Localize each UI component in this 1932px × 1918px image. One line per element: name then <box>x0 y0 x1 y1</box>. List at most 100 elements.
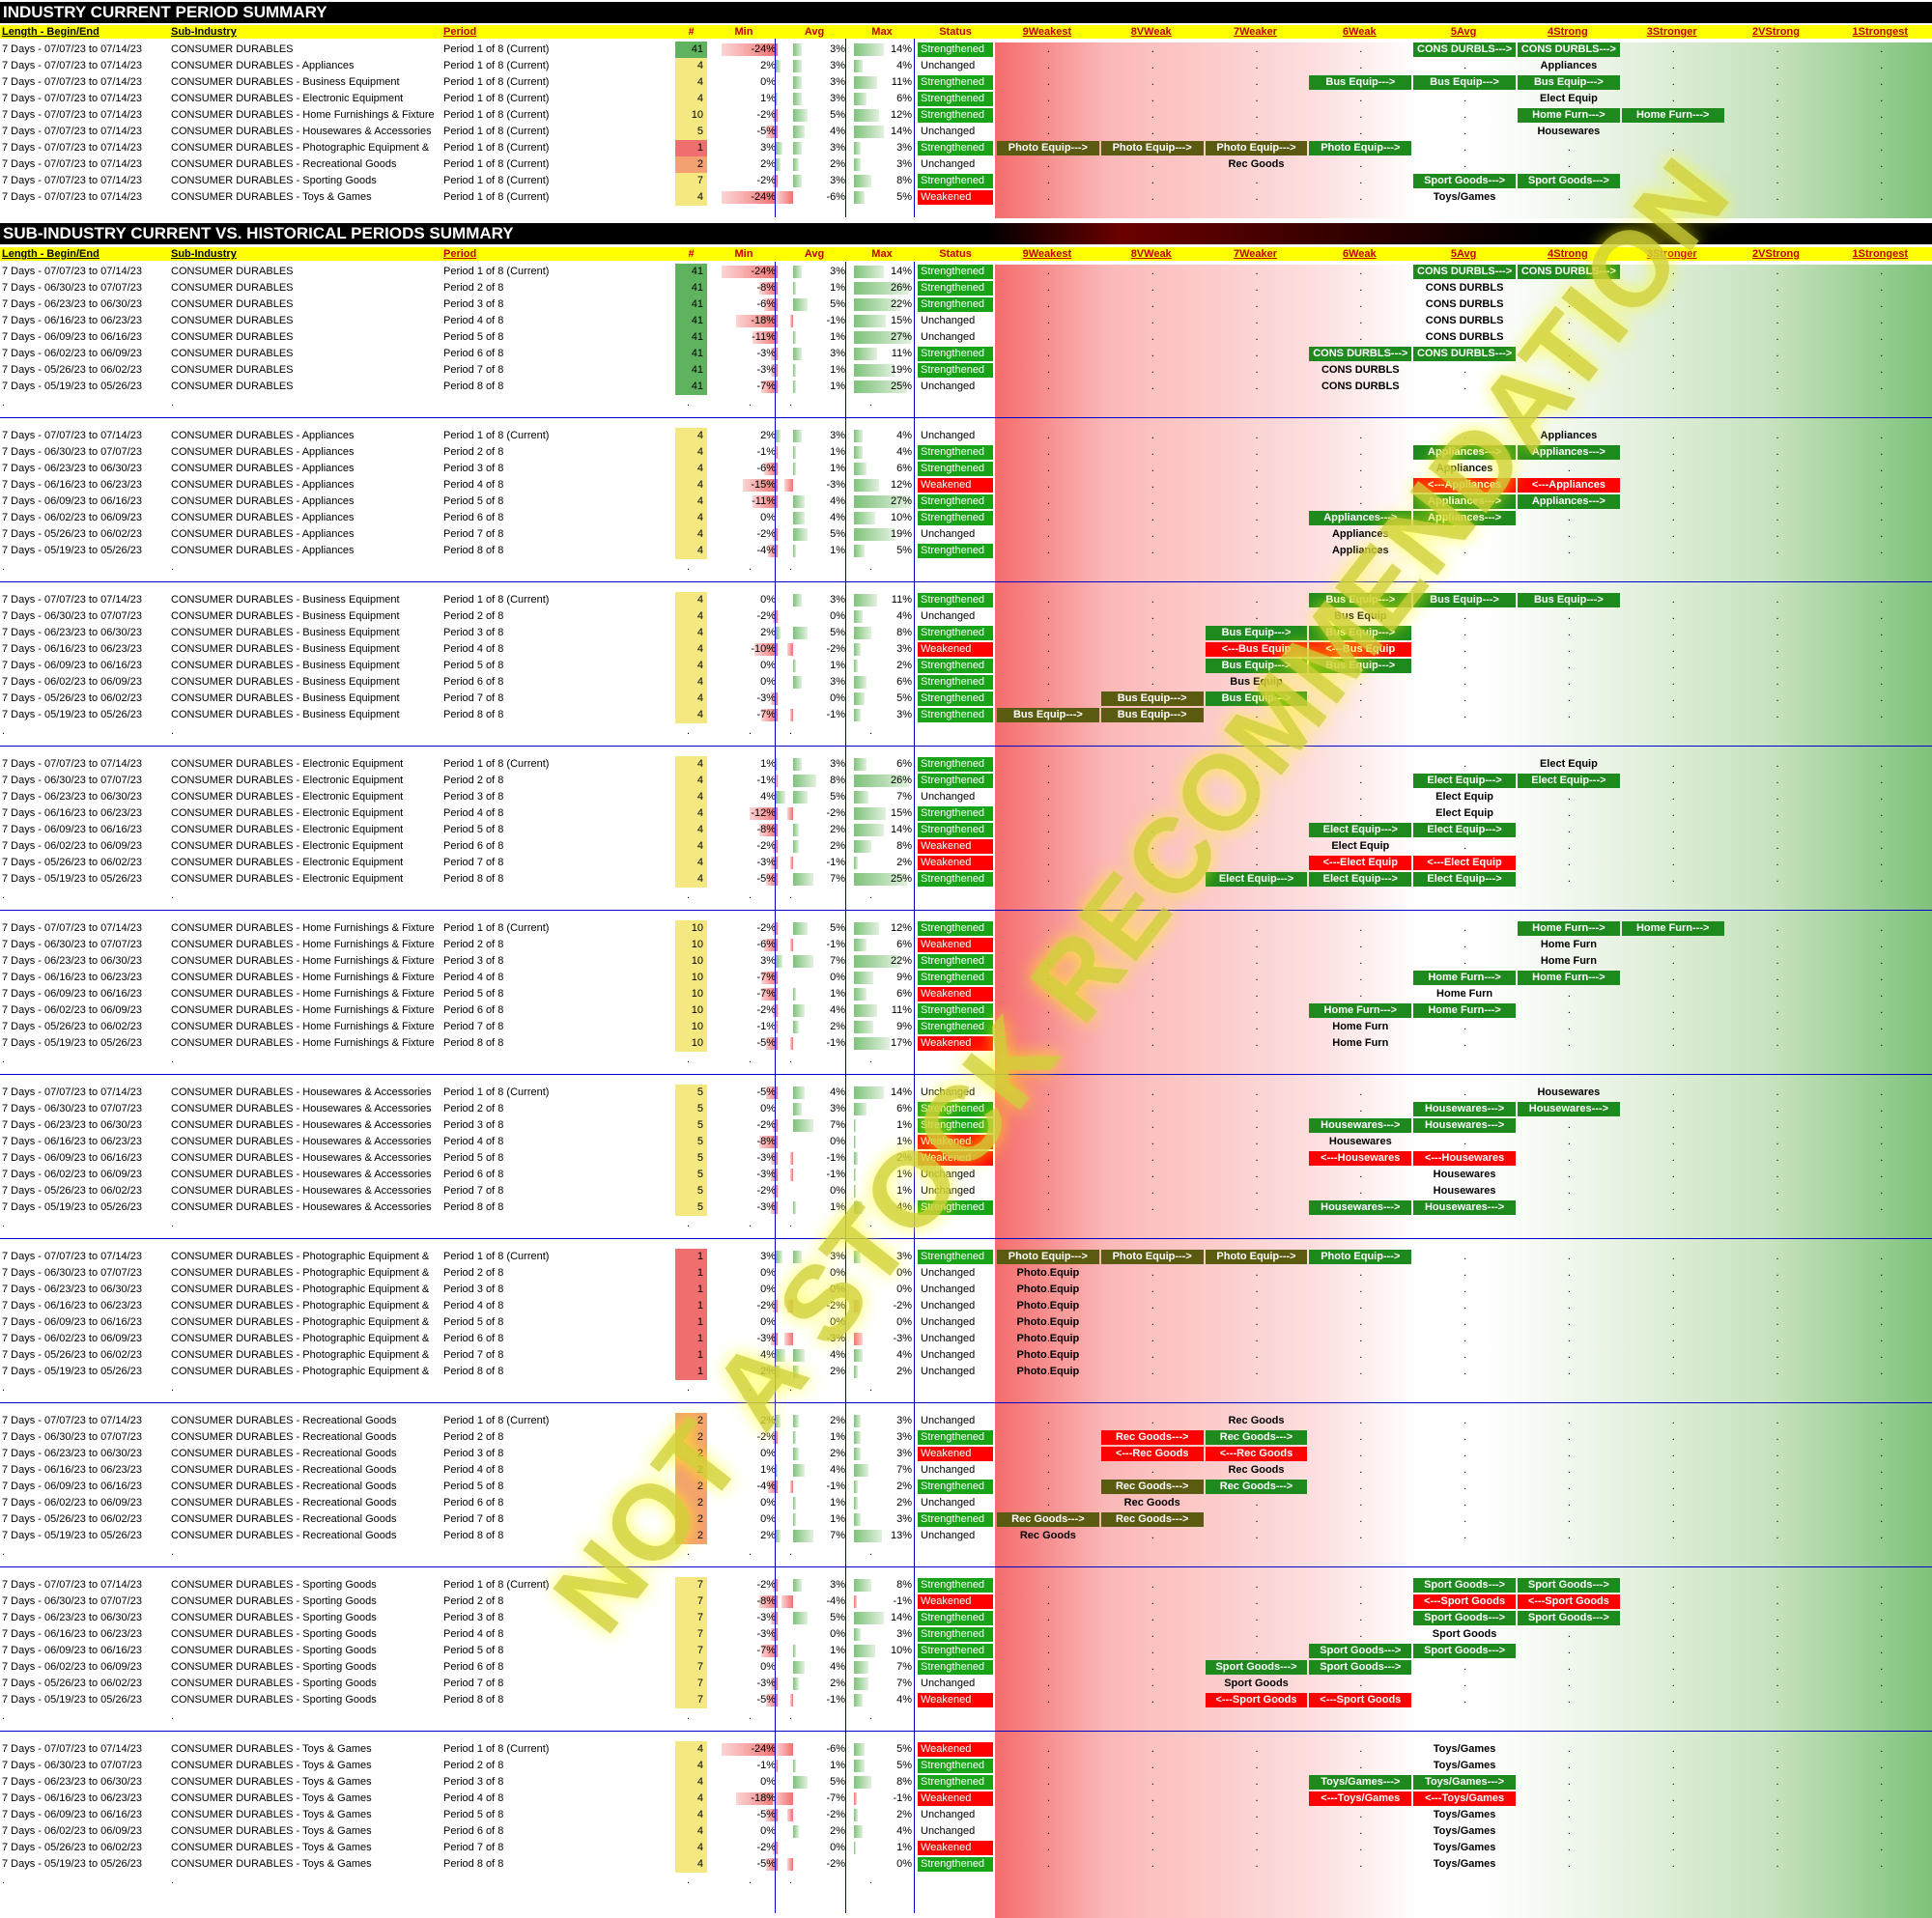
history-row[interactable]: 7 Days - 05/26/23 to 06/02/23 CONSUMER DU… <box>0 1676 1932 1692</box>
history-row[interactable]: 7 Days - 05/19/23 to 05/26/23 CONSUMER DU… <box>0 1199 1932 1216</box>
current-row[interactable]: 7 Days - 07/07/23 to 07/14/23 CONSUMER DU… <box>0 140 1932 156</box>
history-row[interactable]: 7 Days - 07/07/23 to 07/14/23 CONSUMER DU… <box>0 1577 1932 1594</box>
level-dot: . <box>1255 709 1259 720</box>
history-row[interactable]: 7 Days - 06/30/23 to 07/07/23 CONSUMER DU… <box>0 773 1932 789</box>
history-row[interactable]: 7 Days - 06/30/23 to 07/07/23 CONSUMER DU… <box>0 444 1932 461</box>
history-row[interactable]: 7 Days - 07/07/23 to 07/14/23 CONSUMER DU… <box>0 592 1932 608</box>
min-cell: -3% <box>756 1201 776 1213</box>
history-row[interactable]: 7 Days - 06/30/23 to 07/07/23 CONSUMER DU… <box>0 1101 1932 1117</box>
history-row[interactable]: 7 Days - 06/02/23 to 06/09/23 CONSUMER DU… <box>0 1002 1932 1019</box>
level-dot: . <box>1255 758 1259 770</box>
history-row[interactable]: 7 Days - 05/19/23 to 05/26/23 CONSUMER DU… <box>0 1692 1932 1708</box>
history-row[interactable]: 7 Days - 06/02/23 to 06/09/23 CONSUMER DU… <box>0 838 1932 855</box>
history-row[interactable]: 7 Days - 06/09/23 to 06/16/23 CONSUMER DU… <box>0 658 1932 674</box>
history-row[interactable]: 7 Days - 06/23/23 to 06/30/23 CONSUMER DU… <box>0 789 1932 805</box>
history-row[interactable]: 7 Days - 06/30/23 to 07/07/23 CONSUMER DU… <box>0 937 1932 953</box>
history-row[interactable]: 7 Days - 06/02/23 to 06/09/23 CONSUMER DU… <box>0 346 1932 362</box>
current-row[interactable]: 7 Days - 07/07/23 to 07/14/23 CONSUMER DU… <box>0 107 1932 124</box>
history-row[interactable]: 7 Days - 06/02/23 to 06/09/23 CONSUMER DU… <box>0 674 1932 691</box>
history-row[interactable]: 7 Days - 06/09/23 to 06/16/23 CONSUMER DU… <box>0 1314 1932 1331</box>
history-row[interactable]: 7 Days - 05/26/23 to 06/02/23 CONSUMER DU… <box>0 362 1932 379</box>
history-row[interactable]: 7 Days - 07/07/23 to 07/14/23 CONSUMER DU… <box>0 1741 1932 1758</box>
history-row[interactable]: 7 Days - 07/07/23 to 07/14/23 CONSUMER DU… <box>0 264 1932 280</box>
history-row[interactable]: 7 Days - 06/16/23 to 06/23/23 CONSUMER DU… <box>0 313 1932 329</box>
history-row[interactable]: 7 Days - 06/02/23 to 06/09/23 CONSUMER DU… <box>0 1331 1932 1347</box>
history-row[interactable]: 7 Days - 06/16/23 to 06/23/23 CONSUMER DU… <box>0 1791 1932 1807</box>
history-row[interactable]: 7 Days - 05/26/23 to 06/02/23 CONSUMER DU… <box>0 1840 1932 1856</box>
history-row[interactable]: 7 Days - 06/09/23 to 06/16/23 CONSUMER DU… <box>0 986 1932 1002</box>
history-row[interactable]: 7 Days - 06/23/23 to 06/30/23 CONSUMER DU… <box>0 461 1932 477</box>
history-row[interactable]: 7 Days - 05/26/23 to 06/02/23 CONSUMER DU… <box>0 526 1932 543</box>
history-row[interactable]: 7 Days - 06/30/23 to 07/07/23 CONSUMER DU… <box>0 1758 1932 1774</box>
history-row[interactable]: 7 Days - 06/09/23 to 06/16/23 CONSUMER DU… <box>0 1150 1932 1167</box>
history-row[interactable]: 7 Days - 05/26/23 to 06/02/23 CONSUMER DU… <box>0 1019 1932 1035</box>
current-row[interactable]: 7 Days - 07/07/23 to 07/14/23 CONSUMER DU… <box>0 124 1932 140</box>
sub-industry-cell: CONSUMER DURABLES - Electronic Equipment <box>171 873 404 885</box>
history-row[interactable]: 7 Days - 05/26/23 to 06/02/23 CONSUMER DU… <box>0 691 1932 707</box>
history-row[interactable]: 7 Days - 05/19/23 to 05/26/23 CONSUMER DU… <box>0 1528 1932 1544</box>
current-row[interactable]: 7 Days - 07/07/23 to 07/14/23 CONSUMER DU… <box>0 91 1932 107</box>
history-row[interactable]: 7 Days - 05/19/23 to 05/26/23 CONSUMER DU… <box>0 1856 1932 1873</box>
history-row[interactable]: 7 Days - 06/09/23 to 06/16/23 CONSUMER DU… <box>0 822 1932 838</box>
history-row[interactable]: 7 Days - 06/30/23 to 07/07/23 CONSUMER DU… <box>0 280 1932 296</box>
history-row[interactable]: 7 Days - 06/30/23 to 07/07/23 CONSUMER DU… <box>0 608 1932 625</box>
history-row[interactable]: 7 Days - 05/19/23 to 05/26/23 CONSUMER DU… <box>0 1364 1932 1380</box>
history-row[interactable]: 7 Days - 07/07/23 to 07/14/23 CONSUMER DU… <box>0 756 1932 773</box>
history-row[interactable]: 7 Days - 06/02/23 to 06/09/23 CONSUMER DU… <box>0 1495 1932 1511</box>
history-row[interactable]: 7 Days - 06/30/23 to 07/07/23 CONSUMER DU… <box>0 1594 1932 1610</box>
history-row[interactable]: 7 Days - 05/19/23 to 05/26/23 CONSUMER DU… <box>0 379 1932 395</box>
history-row[interactable]: 7 Days - 06/30/23 to 07/07/23 CONSUMER DU… <box>0 1265 1932 1282</box>
history-row[interactable]: 7 Days - 05/26/23 to 06/02/23 CONSUMER DU… <box>0 1511 1932 1528</box>
history-row[interactable]: 7 Days - 05/19/23 to 05/26/23 CONSUMER DU… <box>0 543 1932 559</box>
history-row[interactable]: 7 Days - 07/07/23 to 07/14/23 CONSUMER DU… <box>0 1413 1932 1429</box>
history-row[interactable]: 7 Days - 06/02/23 to 06/09/23 CONSUMER DU… <box>0 1167 1932 1183</box>
current-row[interactable]: 7 Days - 07/07/23 to 07/14/23 CONSUMER DU… <box>0 173 1932 189</box>
history-row[interactable]: 7 Days - 05/19/23 to 05/26/23 CONSUMER DU… <box>0 1035 1932 1052</box>
history-row[interactable]: 7 Days - 06/16/23 to 06/23/23 CONSUMER DU… <box>0 1462 1932 1479</box>
history-row[interactable]: 7 Days - 05/19/23 to 05/26/23 CONSUMER DU… <box>0 871 1932 888</box>
current-row[interactable]: 7 Days - 07/07/23 to 07/14/23 CONSUMER DU… <box>0 74 1932 91</box>
period-cell: Period 7 of 8 <box>443 857 504 868</box>
current-row[interactable]: 7 Days - 07/07/23 to 07/14/23 CONSUMER DU… <box>0 42 1932 58</box>
current-row[interactable]: 7 Days - 07/07/23 to 07/14/23 CONSUMER DU… <box>0 58 1932 74</box>
history-row[interactable]: 7 Days - 06/02/23 to 06/09/23 CONSUMER DU… <box>0 1659 1932 1676</box>
history-row[interactable]: 7 Days - 06/09/23 to 06/16/23 CONSUMER DU… <box>0 1643 1932 1659</box>
history-row[interactable]: 7 Days - 06/23/23 to 06/30/23 CONSUMER DU… <box>0 296 1932 313</box>
history-row[interactable]: 7 Days - 05/19/23 to 05/26/23 CONSUMER DU… <box>0 707 1932 723</box>
history-row[interactable]: 7 Days - 07/07/23 to 07/14/23 CONSUMER DU… <box>0 920 1932 937</box>
history-row[interactable]: 7 Days - 06/16/23 to 06/23/23 CONSUMER DU… <box>0 1134 1932 1150</box>
history-row[interactable]: 7 Days - 06/16/23 to 06/23/23 CONSUMER DU… <box>0 477 1932 494</box>
history-row[interactable]: 7 Days - 06/02/23 to 06/09/23 CONSUMER DU… <box>0 510 1932 526</box>
history-row[interactable]: 7 Days - 06/23/23 to 06/30/23 CONSUMER DU… <box>0 953 1932 970</box>
history-row[interactable]: 7 Days - 06/09/23 to 06/16/23 CONSUMER DU… <box>0 329 1932 346</box>
history-row[interactable]: 7 Days - 06/16/23 to 06/23/23 CONSUMER DU… <box>0 1626 1932 1643</box>
level-dot: . <box>1567 1792 1571 1804</box>
history-row[interactable]: 7 Days - 06/30/23 to 07/07/23 CONSUMER DU… <box>0 1429 1932 1446</box>
history-row[interactable]: 7 Days - 05/26/23 to 06/02/23 CONSUMER DU… <box>0 855 1932 871</box>
history-row[interactable]: 7 Days - 06/23/23 to 06/30/23 CONSUMER DU… <box>0 625 1932 641</box>
history-row[interactable]: 7 Days - 05/26/23 to 06/02/23 CONSUMER DU… <box>0 1183 1932 1199</box>
history-row[interactable]: 7 Days - 06/23/23 to 06/30/23 CONSUMER DU… <box>0 1282 1932 1298</box>
current-row[interactable]: 7 Days - 07/07/23 to 07/14/23 CONSUMER DU… <box>0 189 1932 206</box>
level-dot: . <box>1776 331 1779 343</box>
history-row[interactable]: 7 Days - 06/09/23 to 06/16/23 CONSUMER DU… <box>0 1807 1932 1823</box>
history-row[interactable]: 7 Days - 06/16/23 to 06/23/23 CONSUMER DU… <box>0 1298 1932 1314</box>
history-row[interactable]: 7 Days - 07/07/23 to 07/14/23 CONSUMER DU… <box>0 1249 1932 1265</box>
history-row[interactable]: 7 Days - 06/02/23 to 06/09/23 CONSUMER DU… <box>0 1823 1932 1840</box>
count-cell: 7 <box>675 173 707 189</box>
current-row[interactable]: 7 Days - 07/07/23 to 07/14/23 CONSUMER DU… <box>0 156 1932 173</box>
history-row[interactable]: 7 Days - 07/07/23 to 07/14/23 CONSUMER DU… <box>0 428 1932 444</box>
history-row[interactable]: 7 Days - 06/16/23 to 06/23/23 CONSUMER DU… <box>0 641 1932 658</box>
history-row[interactable]: 7 Days - 06/23/23 to 06/30/23 CONSUMER DU… <box>0 1610 1932 1626</box>
period-cell: Period 2 of 8 <box>443 775 504 786</box>
history-row[interactable]: 7 Days - 06/09/23 to 06/16/23 CONSUMER DU… <box>0 1479 1932 1495</box>
history-row[interactable]: 7 Days - 06/23/23 to 06/30/23 CONSUMER DU… <box>0 1774 1932 1791</box>
history-row[interactable]: 7 Days - 06/23/23 to 06/30/23 CONSUMER DU… <box>0 1446 1932 1462</box>
level-dot: . <box>1046 528 1050 540</box>
history-row[interactable]: 7 Days - 06/16/23 to 06/23/23 CONSUMER DU… <box>0 805 1932 822</box>
history-row[interactable]: 7 Days - 06/16/23 to 06/23/23 CONSUMER DU… <box>0 970 1932 986</box>
history-row[interactable]: 7 Days - 05/26/23 to 06/02/23 CONSUMER DU… <box>0 1347 1932 1364</box>
history-row[interactable]: 7 Days - 07/07/23 to 07/14/23 CONSUMER DU… <box>0 1085 1932 1101</box>
history-row[interactable]: 7 Days - 06/23/23 to 06/30/23 CONSUMER DU… <box>0 1117 1932 1134</box>
history-row[interactable]: 7 Days - 06/09/23 to 06/16/23 CONSUMER DU… <box>0 494 1932 510</box>
